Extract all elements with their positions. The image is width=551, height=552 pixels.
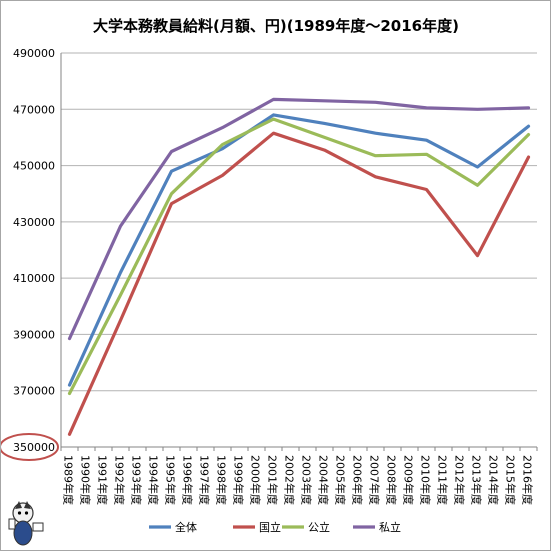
- legend-label: 公立: [308, 520, 330, 534]
- x-tick-label: 2006年度: [351, 455, 365, 505]
- series-line-0: [67, 113, 531, 387]
- x-tick-label: 2007年度: [368, 455, 382, 505]
- axes: [60, 53, 538, 451]
- chart-title: 大学本務教員給料(月額、円)(1989年度～2016年度): [93, 17, 459, 35]
- mascot-icon: [8, 501, 44, 546]
- x-tick-label: 1994年度: [147, 455, 161, 505]
- x-tick-label: 2016年度: [521, 455, 535, 505]
- y-tick-label: 410000: [13, 272, 55, 285]
- x-tick-label: 2000年度: [249, 455, 263, 505]
- y-axis-ticks: 350000 370000 390000 410000 430000 450000 4700…: [1, 47, 59, 461]
- x-tick-label: 1990年度: [79, 455, 93, 505]
- y-tick-label: 490000: [13, 47, 55, 60]
- x-tick-label: 2003年度: [300, 455, 314, 505]
- series-line-3: [67, 97, 531, 341]
- x-tick-label: 2012年度: [453, 455, 467, 505]
- series-line-1: [67, 131, 531, 436]
- x-tick-label: 2009年度: [402, 455, 416, 505]
- legend-label: 全体: [175, 520, 197, 534]
- legend-label: 国立: [259, 520, 281, 534]
- x-tick-label: 2002年度: [283, 455, 297, 505]
- x-tick-label: 1993年度: [130, 455, 144, 505]
- x-tick-label: 2001年度: [266, 455, 280, 505]
- x-tick-label: 2008年度: [385, 455, 399, 505]
- y-tick-label: 390000: [13, 328, 55, 341]
- series-lines: [67, 97, 531, 436]
- x-axis-ticks: 1989年度 1990年度 1991年度 1992年度 1993年度 1994年度 1995…: [62, 455, 535, 505]
- x-tick-label: 1999年度: [232, 455, 246, 505]
- x-tick-label: 2013年度: [470, 455, 484, 505]
- x-tick-label: 1996年度: [181, 455, 195, 505]
- y-tick-label: 430000: [13, 216, 55, 229]
- gridlines: [61, 52, 537, 392]
- x-tick-label: 2015年度: [504, 455, 518, 505]
- y-tick-label: 470000: [13, 103, 55, 116]
- x-tick-label: 1989年度: [62, 455, 76, 505]
- x-tick-label: 1991年度: [96, 455, 110, 505]
- y-tick-label: 450000: [13, 160, 55, 173]
- y-tick-label: 370000: [13, 385, 55, 398]
- highlight-circle: [1, 433, 59, 461]
- legend-label: 私立: [379, 520, 401, 534]
- x-tick-label: 2010年度: [419, 455, 433, 505]
- x-tick-label: 1997年度: [198, 455, 212, 505]
- x-tick-label: 2004年度: [317, 455, 331, 505]
- legend: 全体 国立 公立 私立: [149, 520, 401, 534]
- x-tick-label: 1998年度: [215, 455, 229, 505]
- x-tick-label: 2014年度: [487, 455, 501, 505]
- x-tick-label: 1995年度: [164, 455, 178, 505]
- x-tick-label: 2011年度: [436, 455, 450, 505]
- x-tick-label: 2005年度: [334, 455, 348, 505]
- x-tick-label: 1992年度: [113, 455, 127, 505]
- y-tick-label: 350000: [13, 441, 55, 454]
- series-line-2: [67, 117, 531, 396]
